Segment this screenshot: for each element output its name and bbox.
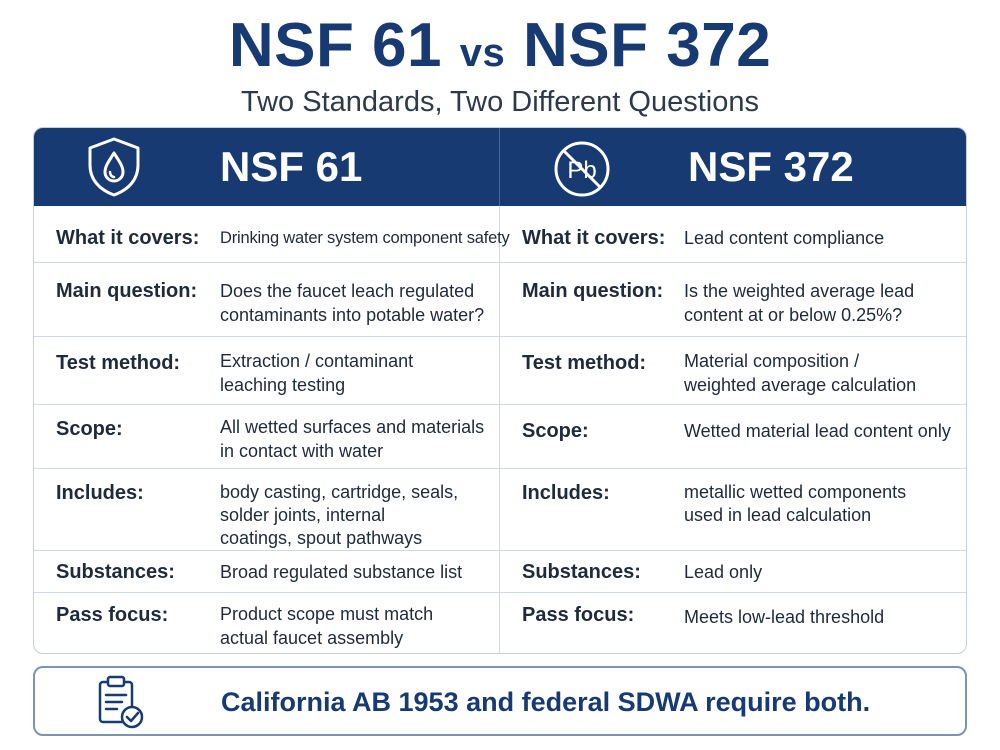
row-value: Lead content compliance (684, 228, 885, 248)
row-value: Drinking water system component safety (220, 229, 510, 247)
row-value: Meets low-lead threshold (684, 607, 885, 627)
row-value: Lead only (684, 562, 763, 582)
row-value: body casting, cartridge, seals, solder j… (220, 482, 459, 548)
column-title-nsf372: NSF 372 (688, 143, 854, 190)
table-row-what-it-covers: What it covers: Drinking water system co… (34, 206, 966, 262)
cell-nsf61: Substances: Broad regulated substance li… (34, 551, 500, 592)
cell-nsf372: Includes: metallic wetted components use… (500, 469, 966, 550)
title-right: NSF 372 (523, 11, 772, 80)
row-label: Test method: (56, 352, 181, 374)
cell-nsf61: Pass focus: Product scope must match act… (34, 593, 500, 653)
row-value: Broad regulated substance list (220, 562, 463, 582)
table-row-pass-focus: Pass focus: Product scope must match act… (34, 592, 966, 653)
footer-text: California AB 1953 and federal SDWA requ… (221, 687, 871, 717)
row-label: Pass focus: (56, 604, 169, 626)
table-row-includes: Includes: body casting, cartridge, seals… (34, 468, 966, 550)
column-header-nsf372: Pb NSF 372 (500, 128, 966, 206)
title-vs: vs (459, 31, 506, 75)
row-label: What it covers: (56, 227, 200, 249)
row-value: Does the faucet leach regulated contamin… (220, 281, 485, 325)
row-value: All wetted surfaces and materials in con… (220, 417, 485, 461)
row-label: Includes: (56, 482, 144, 504)
cell-nsf372: Test method: Material composition / weig… (500, 337, 966, 404)
cell-nsf372: Pass focus: Meets low-lead threshold (500, 593, 966, 653)
no-lead-pb-icon: Pb (554, 141, 610, 197)
page-subtitle: Two Standards, Two Different Questions (241, 86, 759, 118)
row-value: Material composition / weighted average … (684, 351, 917, 395)
table-row-main-question: Main question: Does the faucet leach reg… (34, 262, 966, 336)
page-title: NSF 61 vs NSF 372 (0, 8, 1000, 91)
row-label: What it covers: (522, 227, 666, 249)
table-row-substances: Substances: Broad regulated substance li… (34, 550, 966, 592)
table-row-test-method: Test method: Extraction / contaminant le… (34, 336, 966, 404)
row-label: Scope: (56, 418, 123, 440)
cell-nsf372: Scope: Wetted material lead content only (500, 405, 966, 468)
cell-nsf61: What it covers: Drinking water system co… (34, 206, 510, 262)
cell-nsf372: Substances: Lead only (500, 551, 966, 592)
row-value: Extraction / contaminant leaching testin… (220, 351, 414, 395)
row-label: Includes: (522, 482, 610, 504)
row-label: Main question: (56, 280, 198, 302)
cell-nsf61: Includes: body casting, cartridge, seals… (34, 469, 500, 550)
row-label: Substances: (56, 561, 175, 583)
row-value: Wetted material lead content only (684, 421, 951, 441)
water-drop-shield-icon (88, 137, 140, 197)
column-title-nsf61: NSF 61 (220, 143, 363, 190)
row-value: metallic wetted components used in lead … (684, 482, 907, 525)
title-left: NSF 61 (228, 11, 443, 80)
cell-nsf61: Scope: All wetted surfaces and materials… (34, 405, 500, 468)
cell-nsf61: Test method: Extraction / contaminant le… (34, 337, 500, 404)
column-header-nsf61: NSF 61 (34, 128, 500, 206)
row-label: Substances: (522, 561, 641, 583)
clipboard-check-icon (98, 675, 144, 729)
comparison-table: NSF 61 Pb NSF 372 What it covers: Drinki… (33, 127, 967, 654)
footer-callout: California AB 1953 and federal SDWA requ… (33, 666, 967, 736)
cell-nsf372: Main question: Is the weighted average l… (500, 263, 966, 336)
row-value: Product scope must match actual faucet a… (220, 604, 434, 648)
row-label: Main question: (522, 280, 664, 302)
cell-nsf61: Main question: Does the faucet leach reg… (34, 263, 500, 336)
row-label: Scope: (522, 420, 589, 442)
row-value: Is the weighted average lead content at … (684, 281, 915, 325)
row-label: Test method: (522, 352, 647, 374)
row-label: Pass focus: (522, 604, 635, 626)
table-row-scope: Scope: All wetted surfaces and materials… (34, 404, 966, 468)
table-header: NSF 61 Pb NSF 372 (34, 128, 966, 206)
cell-nsf372: What it covers: Lead content compliance (500, 206, 966, 262)
